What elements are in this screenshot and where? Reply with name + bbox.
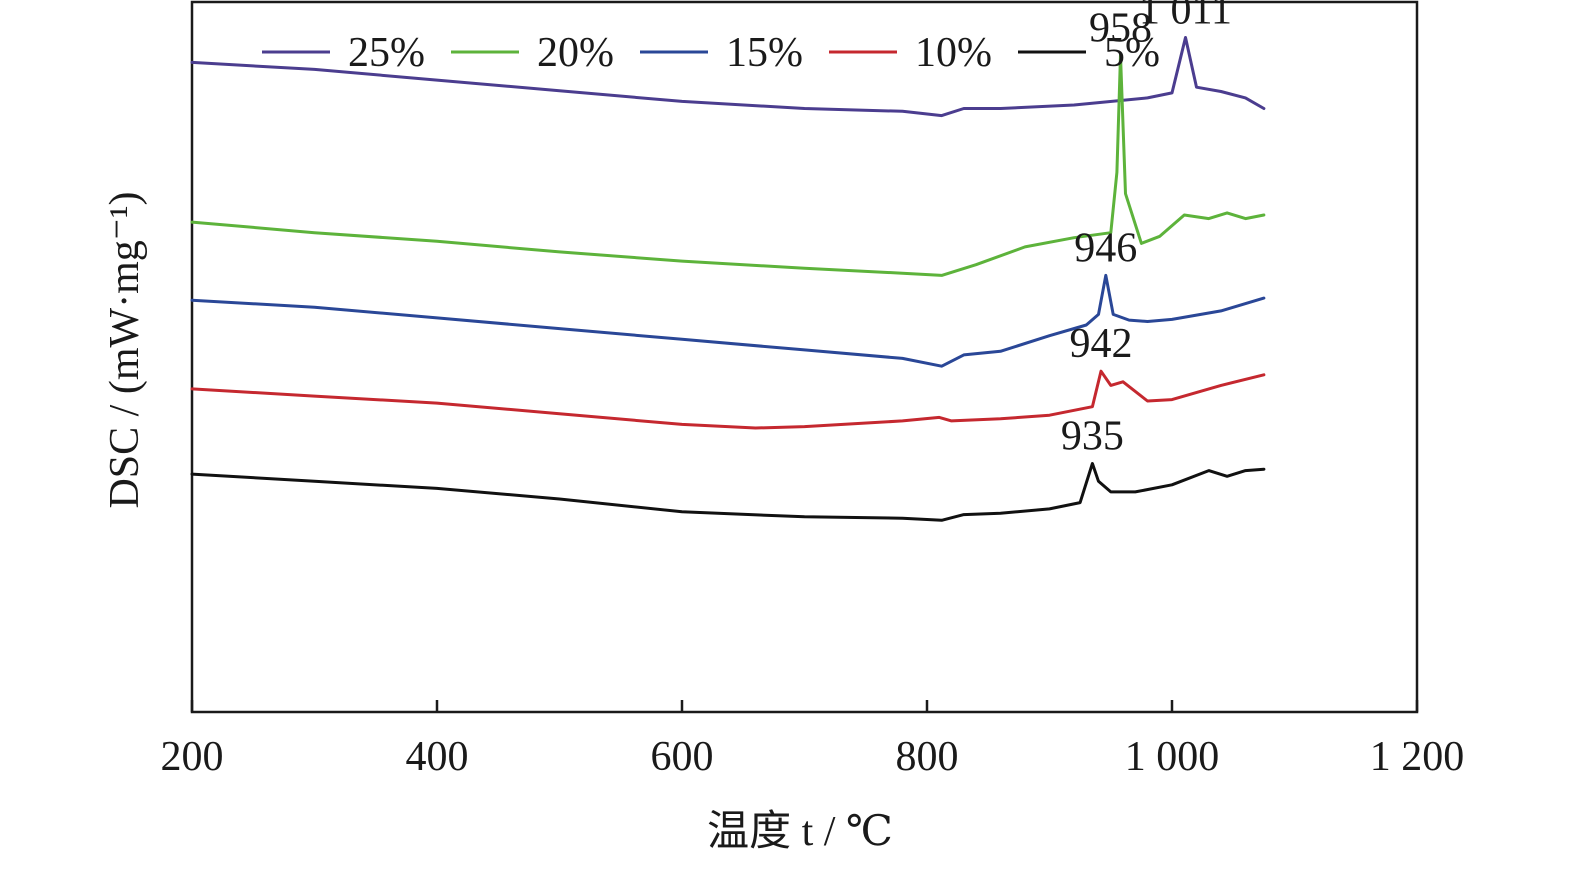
peak-label: 958	[1089, 5, 1152, 51]
x-axis-tick-labels: 200 400 600 800 1 000 1 200	[161, 734, 1465, 780]
peak-label: 942	[1070, 321, 1133, 367]
y-axis-title: DSC / (mW·mg⁻¹)	[102, 191, 148, 508]
legend-label: 10%	[915, 30, 992, 76]
peak-label: 935	[1061, 414, 1124, 460]
x-tick-label: 400	[406, 734, 469, 780]
series-line-15pct	[190, 273, 1266, 368]
x-axis-title: 温度 t / ℃	[707, 809, 893, 855]
series-line-5pct	[190, 462, 1266, 522]
legend-label: 5%	[1104, 30, 1160, 76]
series-layer	[190, 36, 1266, 522]
legend-label: 25%	[348, 30, 425, 76]
series-line-10pct	[190, 369, 1266, 430]
peak-label: 1 011	[1139, 0, 1232, 34]
legend-label: 20%	[537, 30, 614, 76]
legend-label: 15%	[726, 30, 803, 76]
peak-label: 946	[1074, 225, 1137, 271]
x-tick-label: 600	[651, 734, 714, 780]
x-tick-label: 800	[896, 734, 959, 780]
x-tick-label: 1 000	[1125, 734, 1220, 780]
plot-frame	[190, 0, 1419, 714]
series-line-20pct	[190, 53, 1266, 277]
x-axis-ticks	[190, 700, 1419, 712]
series-line-25pct	[190, 36, 1266, 118]
x-tick-label: 200	[161, 734, 224, 780]
x-tick-label: 1 200	[1370, 734, 1465, 780]
legend: 25% 20% 15% 10% 5%	[262, 30, 1160, 76]
